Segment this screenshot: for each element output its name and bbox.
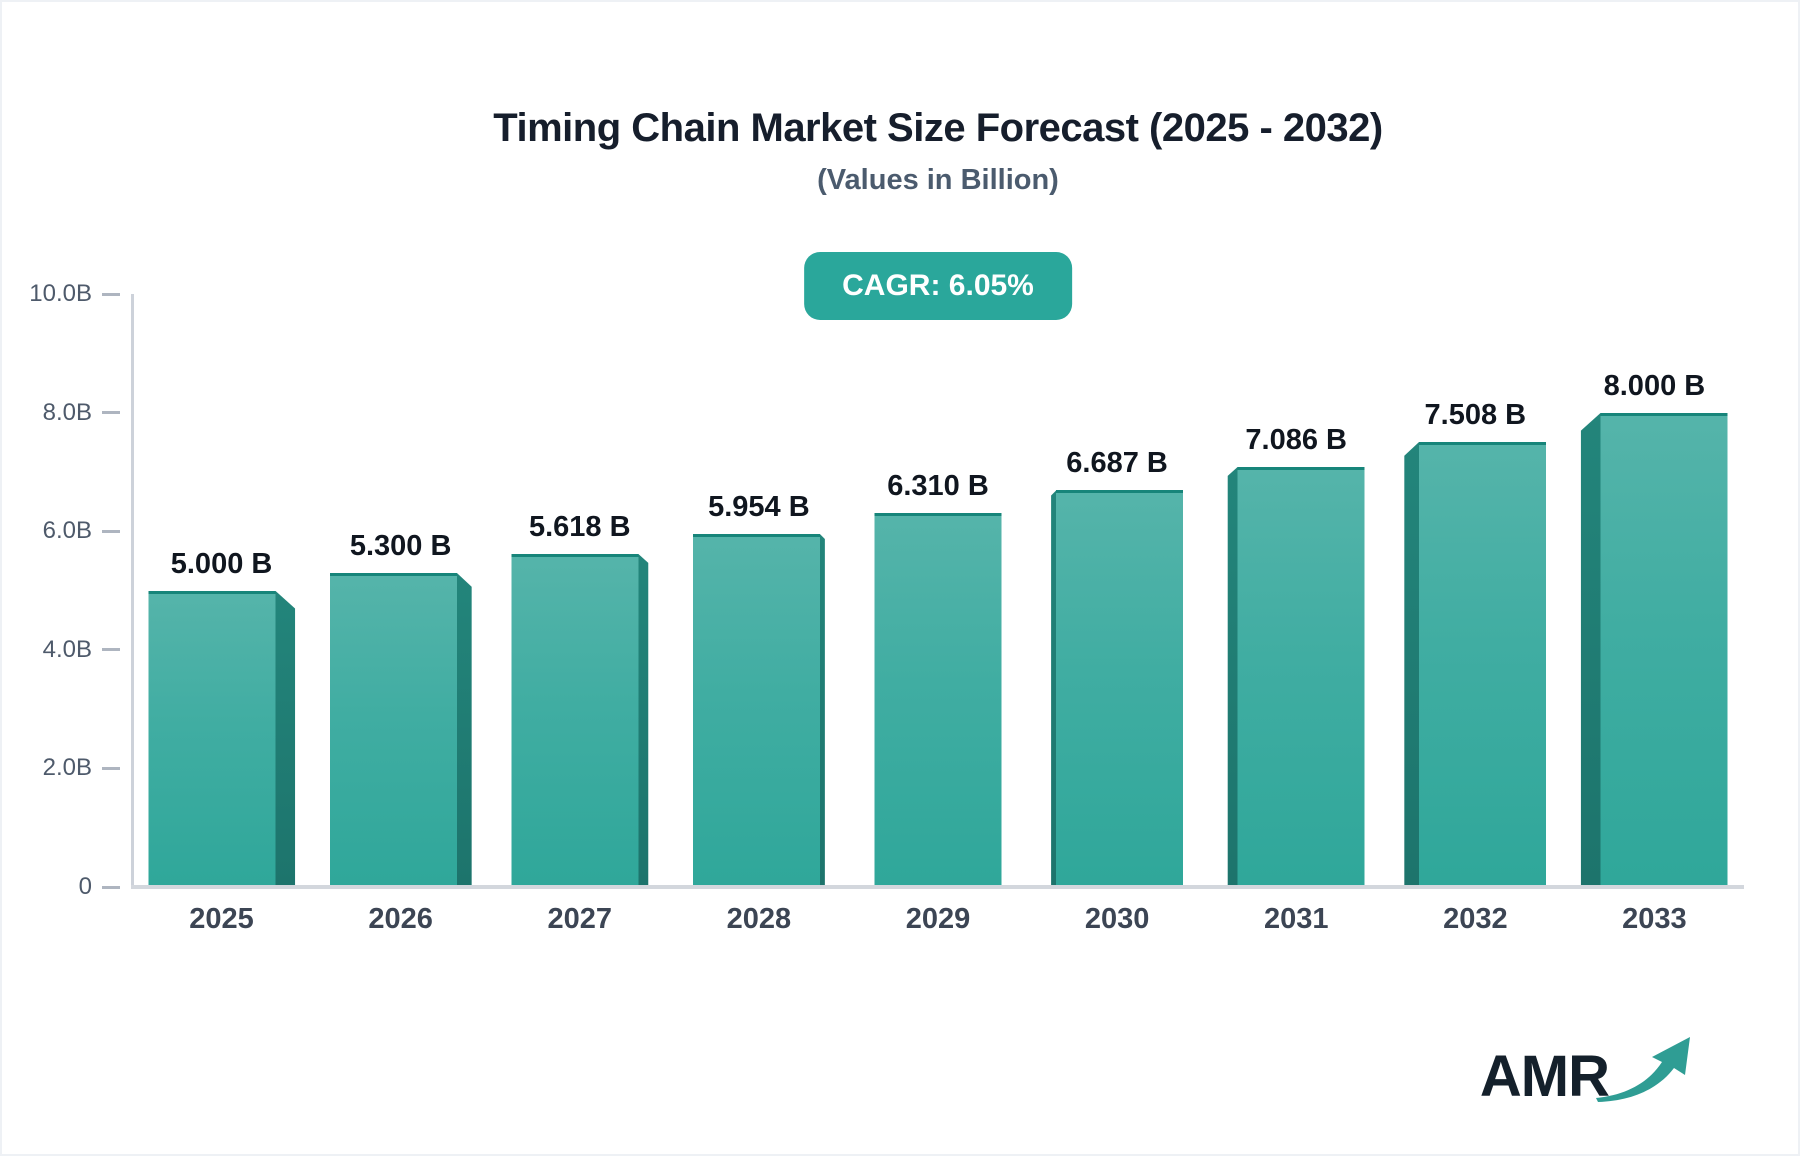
y-axis-tick-mark	[102, 292, 120, 296]
x-axis-line	[131, 885, 1744, 889]
amr-logo-arrow-icon	[1596, 1037, 1690, 1102]
bar-side-face	[1227, 466, 1238, 887]
bar-group-2027: 5.618 B 2027	[490, 294, 669, 935]
x-axis-label: 2027	[547, 903, 613, 935]
bar-front-face	[1237, 466, 1365, 887]
cagr-badge: CAGR: 6.05%	[804, 252, 1072, 320]
x-axis-label: 2031	[1263, 903, 1329, 935]
bar	[1580, 412, 1728, 887]
bar-side-face	[819, 533, 825, 887]
bar-value-label: 5.954 B	[708, 490, 810, 523]
bar-value-label: 5.000 B	[170, 547, 273, 580]
bar-side-face	[1051, 490, 1057, 887]
bar-front-face	[1056, 490, 1184, 887]
chart-title: Timing Chain Market Size Forecast (2025 …	[493, 106, 1383, 150]
bar-value-label: 5.300 B	[349, 529, 452, 562]
bar	[329, 572, 472, 887]
bar	[148, 590, 296, 887]
bar-group-2033: 8.000 B 2033	[1565, 294, 1744, 935]
bar-front-face	[329, 572, 457, 887]
bar-value-label: 8.000 B	[1603, 369, 1706, 402]
y-axis-tick-mark	[102, 411, 120, 415]
bar	[1404, 441, 1547, 887]
x-axis-label: 2030	[1084, 903, 1150, 935]
y-axis-tick-label: 8.0B	[42, 398, 92, 426]
cagr-badge-label: CAGR: 6.05%	[842, 269, 1034, 302]
bar-group-2029: 6.310 B 2029	[848, 294, 1027, 935]
x-axis-label: 2028	[726, 903, 792, 935]
bar-value-label: 7.508 B	[1424, 398, 1527, 431]
bar-value-label: 6.687 B	[1066, 447, 1168, 480]
bar-side-face	[1404, 441, 1420, 887]
bar-value-label: 5.618 B	[528, 510, 631, 543]
bar	[1051, 490, 1184, 887]
bar-side-face	[1580, 412, 1601, 887]
bar-value-label: 7.086 B	[1245, 423, 1347, 456]
y-axis-tick-mark	[102, 648, 120, 652]
bar-side-face	[456, 572, 472, 887]
x-axis-label: 2025	[189, 903, 254, 935]
y-axis-tick-label: 6.0B	[42, 517, 92, 545]
bar-group-2026: 5.300 B 2026	[311, 294, 490, 935]
y-axis-line	[131, 294, 134, 887]
bar-group-2025: 5.000 B 2025	[132, 294, 311, 935]
x-axis-label: 2026	[368, 903, 433, 935]
x-axis-label: 2033	[1622, 903, 1687, 935]
x-axis-label: 2029	[905, 903, 971, 935]
bar-front-face	[511, 553, 639, 887]
bar	[692, 533, 825, 887]
bar-front-face	[148, 590, 276, 887]
bar-group-2032: 7.508 B 2032	[1386, 294, 1565, 935]
y-axis-tick-label: 10.0B	[29, 280, 92, 307]
bar-side-face	[275, 590, 296, 887]
bar	[874, 512, 1002, 887]
amr-logo-text: AMR	[1479, 1044, 1610, 1109]
bar-front-face	[1600, 412, 1728, 887]
x-axis-label: 2032	[1443, 903, 1508, 935]
bar-group-2031: 7.086 B 2031	[1207, 294, 1386, 935]
amr-logo: AMR	[1480, 1032, 1698, 1106]
bar-group-2028: 5.954 B 2028	[669, 294, 848, 935]
chart-subtitle: (Values in Billion)	[817, 164, 1059, 196]
bar-side-face	[638, 553, 649, 887]
y-axis-tick-label: 0	[78, 873, 92, 900]
bar-front-face	[874, 512, 1002, 887]
bar	[1227, 466, 1365, 887]
plot-area: 5.000 B 2025 5.300 B 2026 5.618 B 2027 5.954 B…	[132, 294, 1744, 935]
bar	[511, 553, 649, 887]
y-axis-tick-label: 2.0B	[42, 754, 92, 782]
bar-group-2030: 6.687 B 2030	[1028, 294, 1207, 935]
bar-value-label: 6.310 B	[887, 469, 989, 502]
y-axis-tick-mark	[102, 766, 120, 770]
y-axis-tick-mark	[102, 885, 120, 889]
y-axis-tick-label: 4.0B	[42, 635, 92, 663]
bar-front-face	[692, 533, 820, 887]
bar-front-face	[1419, 441, 1547, 887]
y-axis-tick-mark	[102, 529, 120, 533]
